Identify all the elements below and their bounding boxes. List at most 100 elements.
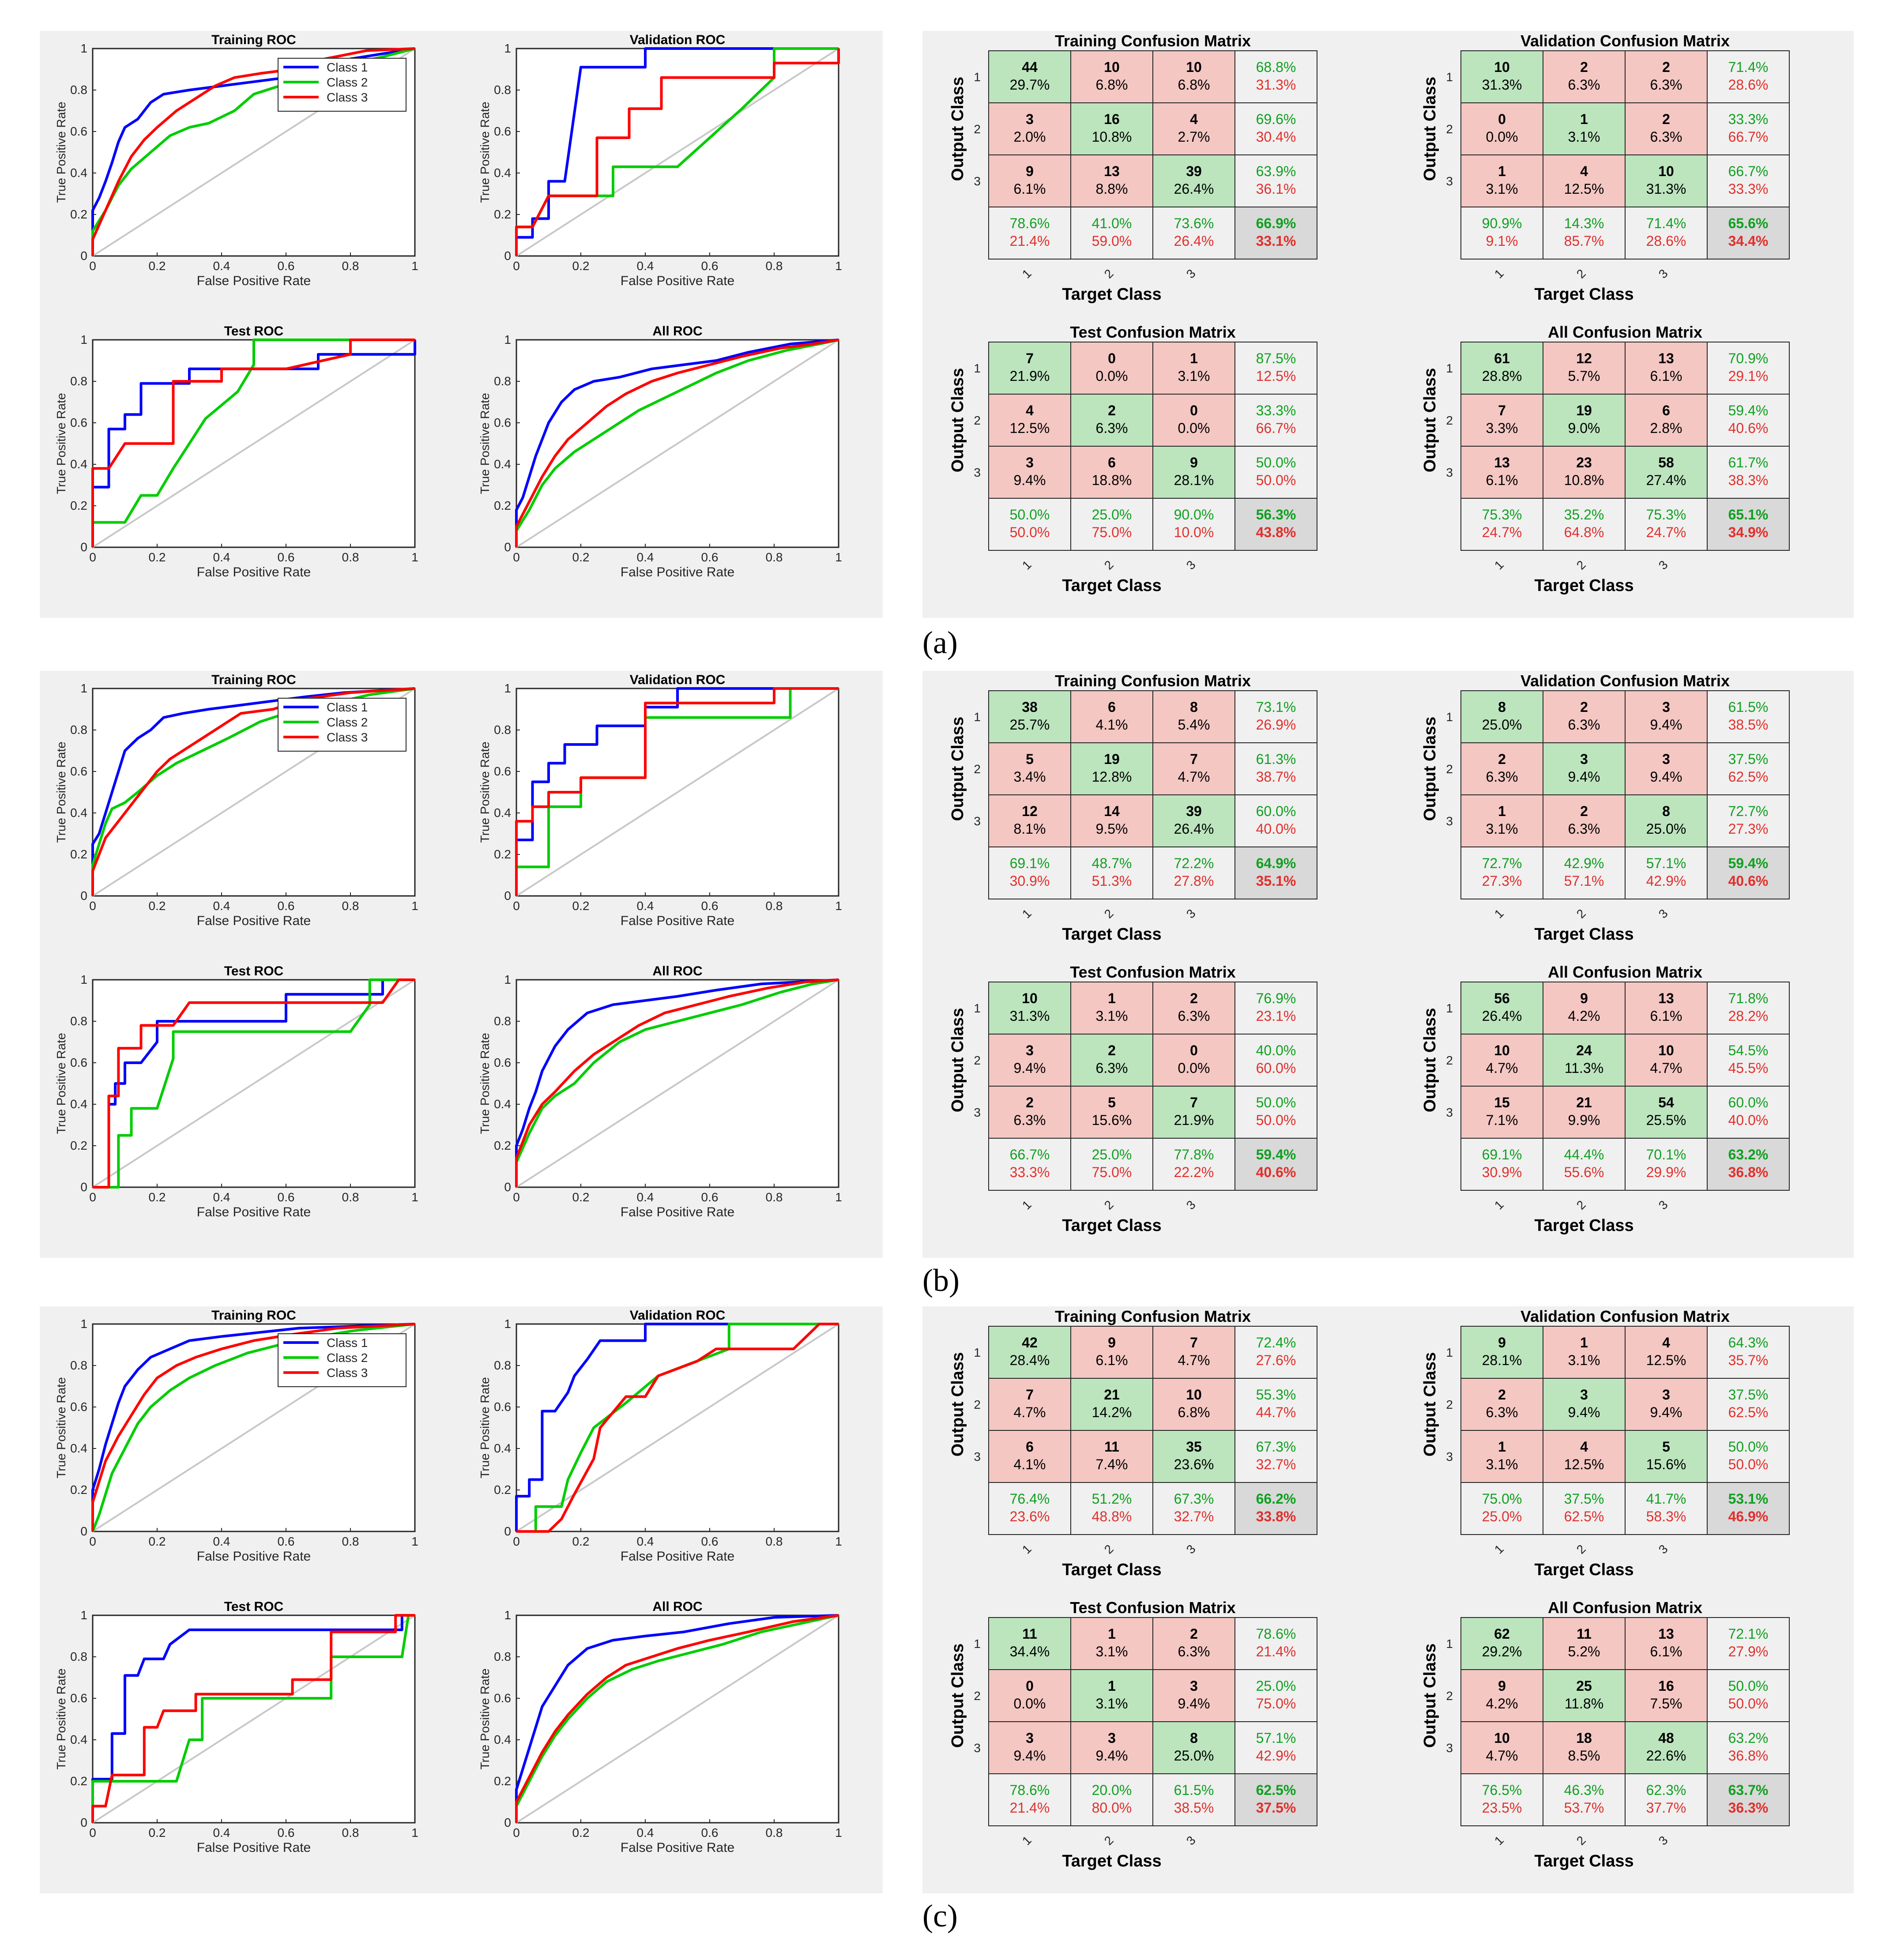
cell-percent: 9.4% (1650, 717, 1682, 733)
matrix-title: Test Confusion Matrix (1070, 1599, 1235, 1617)
cell-value: 1 (1580, 111, 1588, 127)
y-tick-label: 0.8 (494, 1014, 511, 1028)
x-axis-label: Target Class (1062, 1216, 1161, 1235)
matrix-cell (1625, 1482, 1708, 1535)
matrix-cell (1707, 846, 1790, 899)
cell-percent: 30.9% (1482, 1164, 1522, 1180)
y-axis-label: Output Class (1421, 1008, 1439, 1112)
x-axis-label: False Positive Rate (621, 1840, 734, 1855)
cell-percent: 3.4% (1014, 769, 1046, 785)
y-tick-label: 0.4 (494, 806, 511, 820)
y-tick-label: 0.4 (494, 1097, 511, 1111)
y-tick-label: 0 (504, 889, 511, 903)
y-tick-label: 0.8 (494, 83, 511, 97)
y-axis-label: Output Class (1421, 368, 1439, 472)
y-tick-label: 0.4 (494, 1441, 511, 1455)
matrix-cell (1234, 1086, 1317, 1139)
cell-percent: 6.8% (1178, 1404, 1210, 1420)
col-class-label: 3 (1184, 1542, 1198, 1557)
y-tick-label: 1 (80, 1608, 87, 1622)
matrix-cell (988, 207, 1071, 260)
row-class-label: 2 (1446, 1689, 1453, 1703)
cell-value: 10 (1186, 1387, 1202, 1403)
y-tick-label: 0.2 (70, 207, 87, 221)
cell-value: 77.8% (1174, 1147, 1214, 1162)
x-tick-label: 0.8 (766, 899, 783, 913)
cell-percent: 21.4% (1010, 1800, 1050, 1816)
matrix-cell (1625, 1773, 1708, 1826)
matrix-cell (1070, 1773, 1153, 1826)
cell-percent: 37.7% (1646, 1800, 1686, 1816)
cell-value: 75.3% (1646, 507, 1686, 523)
cell-percent: 62.5% (1728, 1404, 1769, 1420)
cell-percent: 6.3% (1178, 1008, 1210, 1024)
matrix-cell (1460, 102, 1543, 155)
confusion-panel: Training Confusion Matrix 44 29.7% 10 6.8% 10… (922, 31, 1854, 618)
cell-percent: 10.8% (1092, 129, 1132, 145)
cell-percent: 6.3% (1486, 769, 1518, 785)
cell-percent: 26.4% (1174, 233, 1214, 249)
cell-percent: 57.1% (1564, 873, 1604, 889)
cell-percent: 3.1% (1096, 1696, 1128, 1712)
matrix-cell (1543, 498, 1626, 551)
y-axis-label: True Positive Rate (54, 1033, 68, 1134)
cell-value: 15 (1494, 1095, 1510, 1110)
matrix-cell (1070, 1378, 1153, 1431)
y-tick-label: 1 (80, 1317, 87, 1331)
cell-percent: 7.5% (1650, 1696, 1682, 1712)
cell-percent: 6.1% (1096, 1352, 1128, 1368)
cell-percent: 48.8% (1092, 1509, 1132, 1524)
y-tick-label: 0.8 (70, 1358, 87, 1372)
cell-value: 6 (1026, 1439, 1034, 1455)
cell-percent: 27.3% (1728, 821, 1769, 837)
col-class-label: 2 (1102, 558, 1116, 572)
x-tick-label: 0.6 (701, 1826, 719, 1840)
y-tick-label: 1 (80, 333, 87, 346)
cell-value: 0 (1498, 111, 1506, 127)
cell-percent: 6.1% (1650, 368, 1682, 384)
matrix-cell (988, 690, 1071, 743)
cell-value: 69.1% (1010, 855, 1050, 871)
cell-value: 65.1% (1728, 507, 1769, 523)
matrix-cell (1070, 794, 1153, 847)
cell-percent: 85.7% (1564, 233, 1604, 249)
y-tick-label: 0 (80, 249, 87, 263)
x-tick-label: 0 (513, 1826, 520, 1840)
y-axis-label: Output Class (948, 1644, 967, 1748)
row-class-label: 1 (1446, 710, 1453, 724)
chart-title: Test ROC (224, 964, 283, 978)
y-tick-label: 0.4 (494, 1733, 511, 1746)
matrix-cell (1707, 1617, 1790, 1670)
matrix-cell (988, 154, 1071, 207)
cell-value: 41.7% (1646, 1491, 1686, 1507)
matrix-cell (1625, 794, 1708, 847)
x-tick-label: 0.2 (149, 899, 166, 913)
cell-value: 72.7% (1728, 803, 1769, 819)
cell-percent: 23.6% (1174, 1456, 1214, 1472)
matrix-cell (1543, 102, 1626, 155)
x-tick-label: 1 (835, 1190, 842, 1204)
chance-diagonal (516, 1323, 839, 1532)
x-axis-label: Target Class (1062, 1561, 1161, 1579)
y-tick-label: 0.6 (494, 124, 511, 138)
x-tick-label: 0.8 (342, 550, 359, 564)
confusion-svg: Training Confusion Matrix4228.4%96.1%74.… (948, 1307, 1790, 1870)
cell-percent: 12.5% (1564, 181, 1604, 197)
confusion-matrix: All Confusion Matrix6229.2%115.2%136.1%7… (1421, 1599, 1790, 1870)
cell-percent: 35.1% (1256, 873, 1296, 889)
cell-percent: 14.2% (1092, 1404, 1132, 1420)
cell-value: 48.7% (1092, 855, 1132, 871)
roc-series-line (91, 339, 415, 547)
confusion-matrix: All Confusion Matrix6128.8%125.7%136.1%7… (1421, 323, 1790, 595)
cell-value: 3 (1662, 751, 1670, 767)
col-class-label: 3 (1656, 558, 1671, 572)
y-tick-label: 0.2 (70, 1774, 87, 1788)
y-axis-label: True Positive Rate (478, 741, 492, 843)
matrix-cell (1070, 982, 1153, 1035)
y-tick-label: 1 (504, 41, 511, 55)
cell-value: 3 (1108, 1730, 1116, 1746)
cell-value: 1 (1580, 1335, 1588, 1351)
roc-chart: Validation ROC 00 0.2 0.2 0.4 0.4 0.6 0.6 0.8 0.8… (478, 1308, 842, 1564)
x-tick-label: 0.4 (213, 899, 230, 913)
cell-value: 10 (1494, 59, 1510, 75)
